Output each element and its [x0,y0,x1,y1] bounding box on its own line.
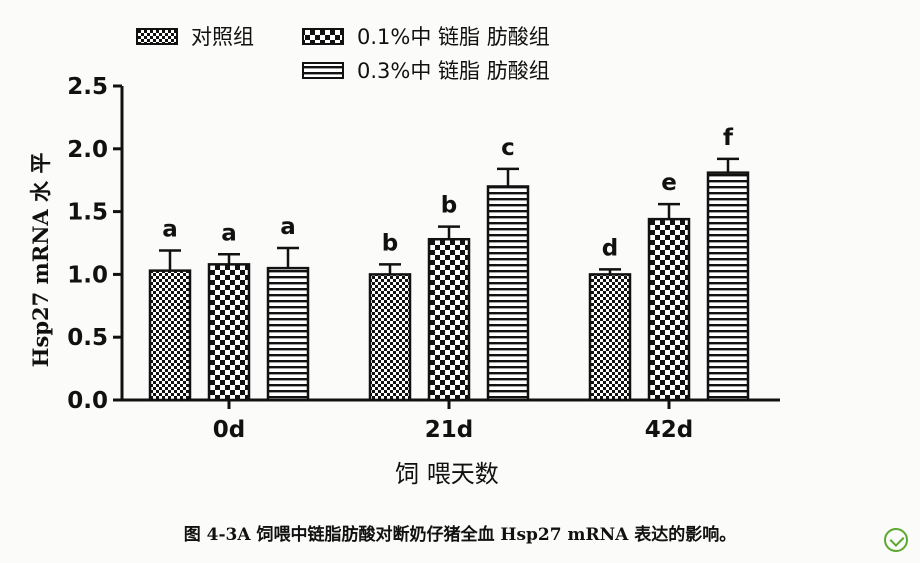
bar [706,171,750,402]
bar [368,273,412,402]
y-axis-title: Hsp27 mRNA 水 平 [28,153,53,368]
y-tick-label: 2.5 [67,74,108,100]
legend-item-control: 对照组 [136,25,254,49]
y-tick-label: 0.0 [67,388,108,414]
legend-label-control: 对照组 [191,25,254,49]
bar-chart: 对照组 0.1%中 链脂 肪酸组 0.3%中 链脂 肪酸组 Hsp27 mRNA… [28,25,780,488]
bar [266,266,310,402]
green-check-circle-icon [884,528,908,552]
plot-area: 0.0 0.5 1.0 1.5 2.0 2.5 0d a a a 21d b b c 42d d e f [67,74,780,443]
legend-item-mcfa-0-1: 0.1%中 链脂 肪酸组 [302,25,550,49]
significance-label: a [162,217,178,243]
significance-label: c [501,135,515,161]
y-tick-label: 2.0 [67,137,108,163]
bar [588,273,632,402]
significance-label: b [382,230,398,256]
legend: 对照组 0.1%中 链脂 肪酸组 0.3%中 链脂 肪酸组 [136,25,550,83]
x-tick-label: 0d [213,417,245,443]
significance-label: a [221,220,237,246]
significance-label: f [723,125,734,151]
figure-caption: 图 4-3A 饲喂中链脂肪酸对断奶仔猪全血 Hsp27 mRNA 表达的影响。 [183,525,737,545]
significance-label: a [280,214,296,240]
x-axis-title: 饲 喂天数 [395,460,499,488]
bar [647,217,691,402]
significance-label: e [661,170,677,196]
x-tick-label: 21d [425,417,473,443]
x-tick-label: 42d [645,417,693,443]
legend-item-mcfa-0-3: 0.3%中 链脂 肪酸组 [302,59,550,83]
y-tick-label: 1.0 [67,262,108,288]
bar [148,269,192,402]
legend-label-mcfa-0-3: 0.3%中 链脂 肪酸组 [357,59,550,83]
legend-swatch-control [136,28,178,45]
significance-label: d [602,235,618,261]
y-tick-label: 1.5 [67,200,108,226]
bar [427,237,471,402]
bar [486,185,530,402]
legend-label-mcfa-0-1: 0.1%中 链脂 肪酸组 [357,25,550,49]
bar [207,263,251,402]
legend-swatch-mcfa-0-3 [302,62,344,79]
legend-swatch-mcfa-0-1 [302,28,344,45]
significance-label: b [441,193,457,219]
y-tick-label: 0.5 [67,325,108,351]
